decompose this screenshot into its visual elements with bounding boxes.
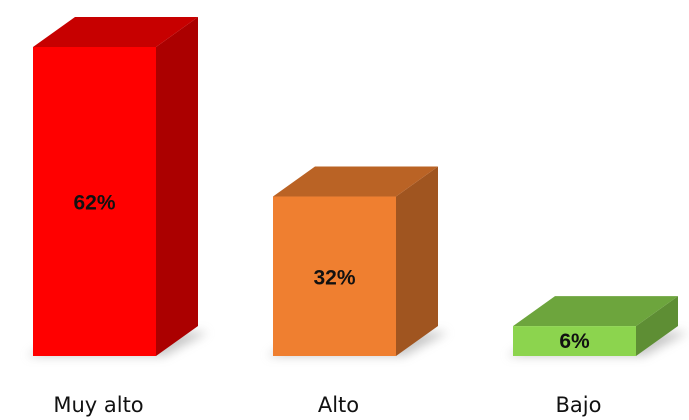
bar-side-face xyxy=(156,17,198,356)
bar-bajo xyxy=(513,296,678,356)
value-labels: 62% 32% 6% xyxy=(73,192,590,354)
data-label: 32% xyxy=(313,266,355,289)
category-labels: Muy alto Alto Bajo xyxy=(53,393,601,417)
bars xyxy=(33,17,678,356)
bar-muy-alto xyxy=(33,17,198,356)
bar-side-face xyxy=(636,296,678,356)
data-label: 6% xyxy=(559,330,590,353)
data-label: 62% xyxy=(73,192,115,215)
category-label: Muy alto xyxy=(53,393,143,417)
bar-front-face xyxy=(513,326,636,356)
bar-front-face xyxy=(33,47,156,356)
category-label: Bajo xyxy=(556,393,602,417)
bar-front-face xyxy=(273,196,396,356)
bar-top-face xyxy=(273,166,438,197)
bar-top-face xyxy=(513,296,678,327)
category-label: Alto xyxy=(318,393,359,417)
bar-top-face xyxy=(33,17,198,47)
bar-side-face xyxy=(396,166,438,356)
bar-alto xyxy=(273,166,438,356)
